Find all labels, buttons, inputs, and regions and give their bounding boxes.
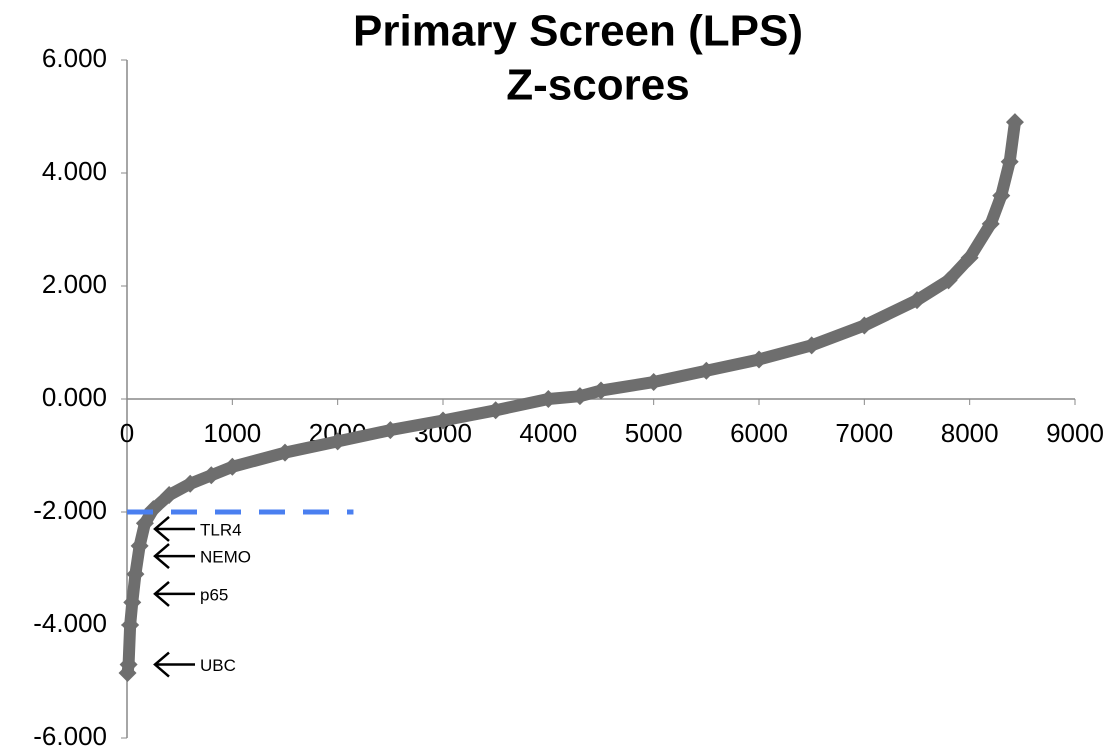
y-tick-label: -6.000	[33, 721, 107, 751]
point	[750, 350, 768, 369]
series-line	[121, 116, 1021, 680]
y-tick-label: -2.000	[33, 495, 107, 525]
point	[592, 381, 610, 400]
arrow	[153, 580, 195, 607]
point	[1000, 152, 1019, 171]
point	[223, 457, 242, 476]
point	[434, 411, 452, 430]
y-tick-label: 6.000	[42, 43, 107, 73]
point	[992, 186, 1011, 205]
point	[1005, 113, 1024, 132]
y-tick-label: -4.000	[33, 608, 107, 638]
point	[855, 316, 874, 335]
arrow	[153, 516, 195, 542]
annotation: NEMO	[200, 548, 251, 567]
point	[939, 271, 958, 290]
point	[802, 336, 821, 355]
arrow	[153, 543, 195, 570]
x-tick-label: 9000	[1046, 418, 1104, 448]
point	[960, 248, 979, 267]
point	[539, 390, 558, 408]
point	[123, 593, 142, 612]
point	[328, 432, 347, 451]
arrow	[153, 651, 195, 678]
point	[181, 474, 200, 493]
point	[126, 565, 145, 584]
point	[486, 401, 505, 420]
chart-title: Primary Screen (LPS)	[353, 7, 803, 56]
point	[121, 616, 140, 634]
x-tick-label: 5000	[625, 418, 683, 448]
point	[381, 421, 400, 440]
chart-title: Z-scores	[506, 61, 689, 110]
point	[135, 514, 154, 533]
point	[981, 214, 1000, 233]
x-tick-label: 7000	[835, 418, 893, 448]
point	[118, 664, 137, 683]
x-tick-label: 0	[120, 418, 134, 448]
point	[276, 443, 294, 462]
point	[160, 486, 179, 505]
x-tick-label: 6000	[730, 418, 788, 448]
point	[644, 373, 663, 392]
x-tick-label: 1000	[203, 418, 261, 448]
annotation: TLR4	[200, 520, 242, 539]
x-tick-label: 4000	[519, 418, 577, 448]
x-tick-label: 8000	[941, 418, 999, 448]
point	[130, 536, 149, 555]
point	[202, 466, 221, 485]
point	[570, 387, 589, 406]
y-tick-label: 0.000	[42, 382, 107, 412]
point	[119, 655, 138, 674]
y-tick-label: 4.000	[42, 156, 107, 186]
point	[697, 361, 716, 380]
annotation: UBC	[200, 656, 236, 675]
point	[908, 291, 926, 310]
y-tick-label: 2.000	[42, 269, 107, 299]
annotation: p65	[200, 585, 228, 604]
